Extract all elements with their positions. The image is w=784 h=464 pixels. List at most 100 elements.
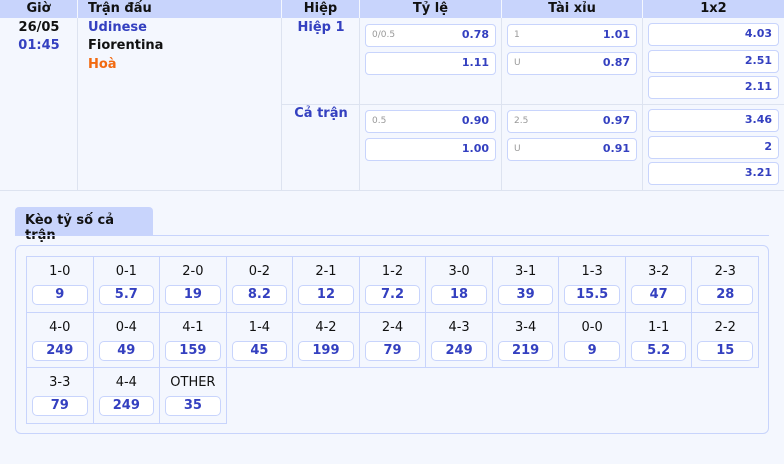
- score-odds-button[interactable]: 9: [564, 340, 620, 361]
- header-1x2: 1x2: [643, 0, 784, 18]
- match-time: 01:45: [18, 38, 60, 53]
- score-cell: 0-2 8.2: [225, 256, 294, 313]
- header-overunder: Tài xỉu: [502, 0, 643, 18]
- score-odds-button[interactable]: 9: [32, 285, 88, 305]
- handicap-odds-button[interactable]: 0/0.5 0.78: [365, 24, 496, 47]
- header-time: Giờ: [0, 0, 78, 18]
- score-odds-button[interactable]: 249: [32, 340, 88, 361]
- score-odds-button[interactable]: 249: [98, 396, 155, 416]
- odds-value: 3.46: [744, 113, 772, 126]
- odds-value: 4.03: [744, 27, 772, 40]
- score-cell: 4-3 249: [425, 311, 493, 368]
- score-odds-button[interactable]: 219: [497, 340, 554, 361]
- score-label: 0-0: [581, 319, 603, 335]
- tab-correct-score[interactable]: Kèo tỷ số cả trận: [15, 207, 153, 243]
- odds-value: 1.01: [602, 28, 630, 41]
- score-odds-button[interactable]: 5.2: [630, 340, 687, 361]
- 1x2-odds-button[interactable]: 2.51: [648, 49, 779, 73]
- handicap-odds-button[interactable]: 1.00: [365, 138, 496, 161]
- score-odds-button[interactable]: 19: [165, 285, 221, 305]
- handicap-line: 0.5: [372, 116, 387, 126]
- score-cell: 1-1 5.2: [624, 311, 693, 368]
- score-label: 2-1: [315, 264, 337, 279]
- score-label: OTHER: [170, 375, 216, 390]
- odds-value: 1.00: [461, 142, 489, 155]
- score-odds-button[interactable]: 249: [431, 340, 487, 361]
- score-label: 0-1: [115, 264, 137, 279]
- draw-label: Hoà: [88, 57, 117, 72]
- score-odds-button[interactable]: 199: [298, 340, 354, 361]
- odds-value: 3.21: [744, 166, 772, 179]
- score-odds-button[interactable]: 39: [497, 285, 554, 305]
- score-cell: 0-0 9: [558, 311, 626, 368]
- score-odds-button[interactable]: 79: [364, 340, 421, 361]
- score-label: 3-1: [514, 264, 537, 279]
- 1x2-odds-button[interactable]: 2.11: [648, 76, 779, 99]
- score-cell: 2-3 28: [691, 256, 760, 313]
- score-cell: 1-4 45: [225, 311, 294, 368]
- correct-score-grid: 1-0 9 0-1 5.7 2-0 19 0-2 8.2 2-1 12 1-2 7.2 3-0 18 3-1…: [26, 256, 760, 424]
- score-label: 3-4: [514, 319, 537, 335]
- score-label: 0-2: [248, 264, 271, 279]
- score-label: 3-2: [648, 264, 670, 279]
- 1x2-odds-button[interactable]: 3.46: [648, 109, 779, 132]
- score-cell: 2-4 79: [358, 311, 427, 368]
- score-label: 4-3: [448, 319, 470, 335]
- score-odds-button[interactable]: 12: [298, 285, 354, 305]
- score-odds-button[interactable]: 49: [98, 340, 155, 361]
- header-half: Hiệp: [282, 0, 360, 18]
- score-label: 4-0: [49, 319, 71, 335]
- score-cell: 4-0 249: [26, 311, 94, 368]
- score-label: 4-4: [115, 375, 137, 390]
- overunder-odds-button[interactable]: U 0.87: [507, 52, 637, 75]
- handicap-odds-button[interactable]: 0.5 0.90: [365, 110, 496, 133]
- odds-value: 0.78: [461, 28, 489, 41]
- overunder-odds-button[interactable]: 1 1.01: [507, 24, 637, 47]
- score-odds-button[interactable]: 15: [697, 340, 754, 361]
- score-label: 1-0: [49, 264, 71, 279]
- score-odds-button[interactable]: 28: [697, 285, 754, 305]
- period-label: Cả trận: [294, 106, 348, 121]
- score-label: 2-3: [714, 264, 736, 279]
- period-label: Hiệp 1: [297, 20, 345, 35]
- score-label: 1-3: [581, 264, 603, 279]
- 1x2-odds-button[interactable]: 2: [648, 135, 779, 159]
- score-cell: 4-2 199: [292, 311, 360, 368]
- score-cell: 2-0 19: [159, 256, 227, 313]
- match-date: 26/05: [18, 20, 60, 35]
- 1x2-odds-button[interactable]: 3.21: [648, 162, 779, 185]
- score-odds-button[interactable]: 5.7: [98, 285, 155, 305]
- handicap-odds-button[interactable]: 1.11: [365, 52, 496, 75]
- score-cell: 0-1 5.7: [92, 256, 161, 313]
- score-cell: 3-1 39: [491, 256, 560, 313]
- score-label: 2-0: [182, 264, 204, 279]
- score-odds-button[interactable]: 15.5: [564, 285, 620, 305]
- score-label: 2-2: [714, 319, 736, 335]
- odds-value: 0.97: [602, 114, 630, 127]
- score-odds-button[interactable]: 35: [165, 396, 221, 416]
- odds-value: 2.51: [744, 53, 772, 67]
- overunder-line: U: [514, 144, 521, 154]
- header-match: Trận đấu: [78, 0, 282, 18]
- overunder-odds-button[interactable]: 2.5 0.97: [507, 110, 637, 133]
- score-odds-button[interactable]: 47: [630, 285, 687, 305]
- score-odds-button[interactable]: 18: [431, 285, 487, 305]
- score-odds-button[interactable]: 8.2: [231, 285, 288, 305]
- score-label: 4-1: [182, 319, 204, 335]
- odds-value: 0.91: [602, 142, 630, 155]
- odds-value: 0.87: [602, 56, 630, 69]
- score-label: 1-1: [648, 319, 670, 335]
- score-cell: 1-0 9: [26, 256, 94, 313]
- overunder-line: U: [514, 58, 521, 68]
- score-label: 3-0: [448, 264, 470, 279]
- odds-table: Giờ Trận đấu Hiệp Tỷ lệ Tài xỉu 1x2 26/0…: [0, 0, 784, 191]
- score-label: 0-4: [115, 319, 137, 335]
- overunder-line: 2.5: [514, 116, 529, 126]
- 1x2-odds-button[interactable]: 4.03: [648, 23, 779, 46]
- score-odds-button[interactable]: 45: [231, 340, 288, 361]
- score-label: 1-4: [248, 319, 271, 335]
- overunder-odds-button[interactable]: U 0.91: [507, 138, 637, 161]
- score-odds-button[interactable]: 79: [32, 396, 88, 416]
- score-odds-button[interactable]: 159: [165, 340, 221, 361]
- score-odds-button[interactable]: 7.2: [364, 285, 421, 305]
